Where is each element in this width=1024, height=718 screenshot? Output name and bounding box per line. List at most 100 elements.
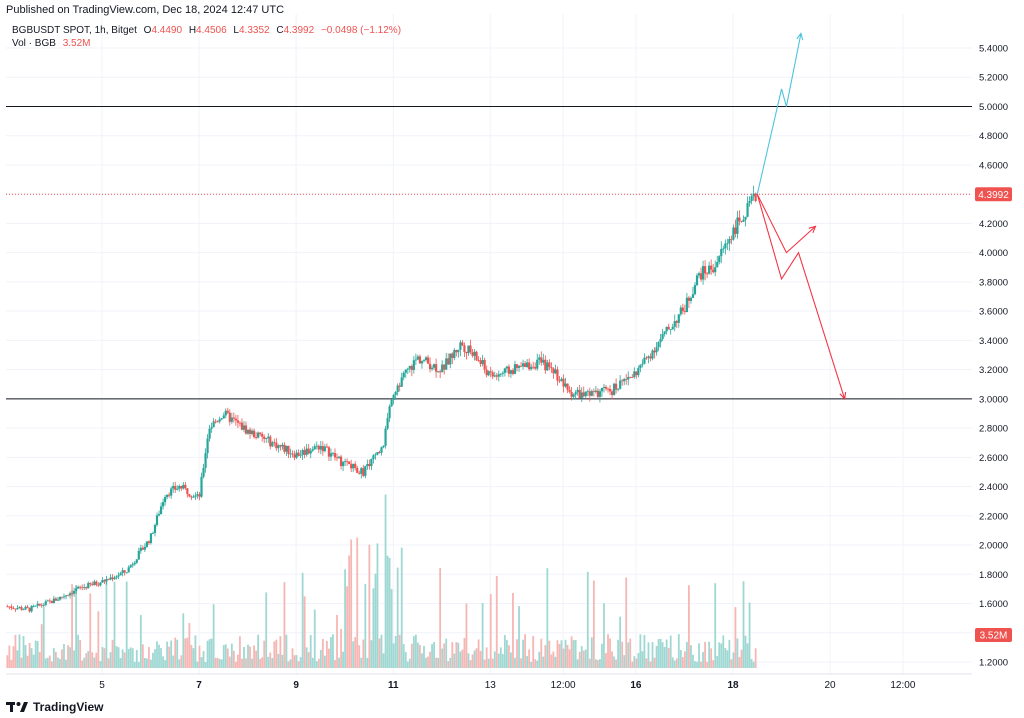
candle-body — [461, 342, 464, 346]
volume-bar — [93, 657, 96, 668]
volume-bar — [111, 639, 114, 668]
candle-body — [202, 467, 205, 477]
volume-bar — [659, 638, 662, 668]
candle-body — [566, 383, 569, 390]
volume-bar — [457, 642, 460, 668]
volume-bar — [465, 603, 468, 668]
candle-body — [598, 391, 602, 397]
candle-body — [683, 311, 686, 313]
volume-bar — [683, 651, 686, 668]
candle-body — [149, 533, 153, 544]
candle-body — [455, 350, 458, 353]
volume-bar — [641, 651, 644, 668]
x-tick-label: 20 — [825, 680, 837, 691]
volume-bar — [730, 659, 733, 668]
candle-body — [669, 329, 672, 331]
candle-body — [22, 609, 25, 611]
volume-bar — [202, 651, 205, 668]
candle-body — [319, 446, 322, 450]
candle-body — [706, 273, 709, 275]
y-tick-label: 2.8000 — [979, 424, 1008, 435]
x-tick-label: 12:00 — [890, 680, 915, 691]
candle-body — [337, 456, 341, 458]
candle-body — [483, 359, 486, 370]
candle-body — [119, 573, 122, 576]
volume-bar — [544, 645, 547, 668]
candle-body — [643, 357, 646, 364]
volume-bar — [475, 648, 478, 668]
volume-bar — [592, 580, 595, 668]
volume-bar — [356, 537, 359, 668]
candle-body — [552, 368, 555, 374]
candle-body — [153, 524, 157, 533]
candle-body — [329, 453, 333, 457]
volume-bar — [293, 655, 296, 668]
candle-body — [244, 425, 248, 434]
volume-bar — [99, 661, 102, 668]
volume-bar — [580, 646, 583, 668]
candle-body — [420, 360, 424, 364]
x-tick-label: 13 — [485, 680, 497, 691]
candle-body — [380, 447, 383, 453]
volume-bar — [285, 634, 288, 668]
volume-bar — [38, 651, 41, 668]
candle-body — [720, 248, 723, 257]
volume-bar — [704, 641, 706, 668]
volume-bar — [303, 596, 306, 668]
volume-bar — [79, 640, 82, 668]
volume-bar — [516, 639, 518, 668]
candle-body — [703, 266, 707, 274]
volume-bar — [360, 657, 363, 668]
volume-bar — [410, 643, 413, 668]
volume-bar — [30, 648, 33, 668]
volume-bar — [649, 661, 652, 668]
candle-body — [214, 421, 217, 423]
volume-bar — [178, 659, 181, 668]
volume-bar — [162, 656, 164, 668]
candle-body — [491, 372, 494, 377]
volume-bar — [720, 643, 723, 668]
candle-body — [477, 360, 480, 362]
candle-body — [708, 265, 711, 274]
candle-body — [619, 380, 622, 389]
volume-bar — [42, 606, 45, 668]
tradingview-logo[interactable]: TradingView — [6, 700, 103, 714]
published-caption: Published on TradingView.com, Dec 18, 20… — [6, 4, 285, 16]
volume-bar — [228, 656, 231, 668]
candle-body — [621, 380, 624, 382]
candle-body — [250, 430, 254, 434]
y-tick-label: 4.0000 — [979, 248, 1008, 259]
candle-body — [485, 369, 488, 376]
volume-bar — [451, 642, 454, 668]
candle-body — [699, 273, 703, 280]
candle-body — [44, 601, 47, 605]
volume-bar — [526, 656, 529, 668]
volume-bar — [554, 656, 557, 668]
candle-body — [170, 488, 173, 496]
candle-body — [722, 248, 725, 250]
candle-body — [348, 461, 351, 465]
candle-body — [141, 547, 144, 550]
candle-body — [730, 239, 733, 240]
volume-bar — [425, 657, 427, 668]
volume-bar — [386, 555, 389, 668]
candle-body — [639, 364, 642, 369]
volume-bar — [631, 661, 634, 668]
volume-bar — [158, 644, 160, 668]
volume-bar — [220, 659, 223, 668]
x-tick-label: 7 — [196, 680, 202, 691]
volume-bar — [65, 659, 67, 668]
candle-body — [374, 454, 377, 456]
volume-bar — [611, 651, 613, 668]
candle-body — [12, 608, 15, 609]
candle-body — [263, 436, 266, 439]
candle-body — [210, 427, 213, 429]
volume-bar — [299, 657, 302, 668]
volume-bar — [714, 583, 717, 668]
volume-bar — [657, 639, 660, 668]
candle-body — [16, 608, 19, 610]
candle-body — [350, 464, 353, 469]
volume-bar — [467, 653, 470, 668]
legend-open-label: O — [144, 25, 152, 36]
